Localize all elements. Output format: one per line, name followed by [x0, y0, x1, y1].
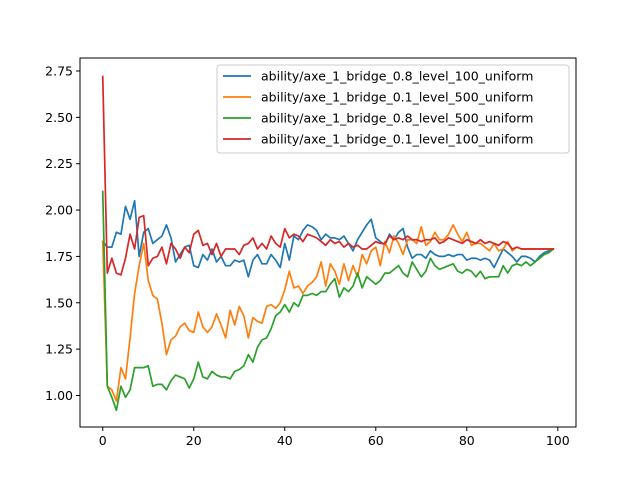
y-tick-label: 2.00	[45, 203, 73, 218]
series-line-1	[101, 199, 555, 278]
y-axis: 1.00 1.25 1.50 1.75 2.00 2.25 2.50 2.75	[45, 63, 80, 403]
x-tick-label: 20	[186, 433, 202, 448]
y-tick-label: 2.25	[45, 156, 73, 171]
series-line-3	[101, 190, 555, 412]
x-axis: 0 20 40 60 80 100	[99, 427, 570, 448]
y-tick-label: 2.50	[45, 110, 73, 125]
legend: ability/axe_1_bridge_0.8_level_100_unifo…	[216, 64, 570, 154]
x-tick-label: 100	[546, 433, 570, 448]
y-tick-label: 1.00	[45, 388, 73, 403]
x-tick-label: 0	[99, 433, 107, 448]
x-tick-label: 80	[459, 433, 475, 448]
y-tick-label: 1.75	[45, 249, 73, 264]
plot-frame	[79, 57, 577, 428]
series-line-2	[101, 224, 555, 402]
x-tick-label: 40	[277, 433, 293, 448]
legend-label-1: ability/axe_1_bridge_0.8_level_100_unifo…	[261, 69, 533, 84]
y-tick-label: 2.75	[45, 63, 73, 78]
y-tick-label: 1.50	[45, 295, 73, 310]
series-layer	[101, 75, 555, 412]
legend-label-3: ability/axe_1_bridge_0.8_level_500_unifo…	[261, 111, 533, 126]
y-tick-label: 1.25	[45, 342, 73, 357]
legend-label-4: ability/axe_1_bridge_0.1_level_100_unifo…	[261, 132, 533, 147]
legend-entries: ability/axe_1_bridge_0.8_level_100_unifo…	[223, 69, 533, 147]
x-tick-label: 60	[368, 433, 384, 448]
legend-box	[216, 64, 570, 154]
series-line-4	[101, 75, 555, 276]
legend-label-2: ability/axe_1_bridge_0.1_level_500_unifo…	[261, 90, 533, 105]
